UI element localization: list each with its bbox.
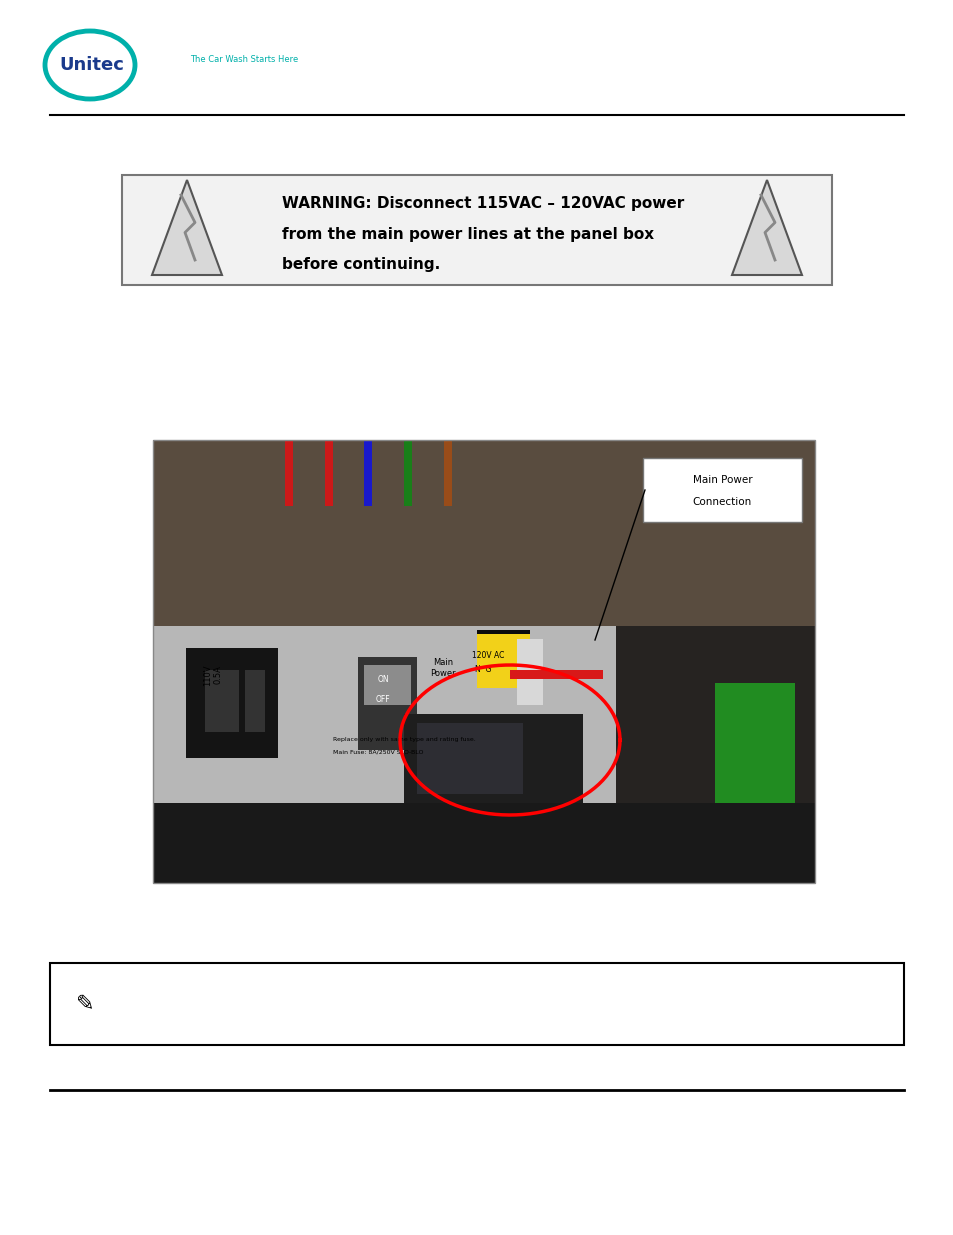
FancyBboxPatch shape	[642, 458, 801, 522]
Text: Main Power: Main Power	[692, 475, 752, 485]
Text: OFF: OFF	[375, 695, 390, 704]
Text: Connection: Connection	[692, 496, 751, 508]
Text: Main
Power: Main Power	[430, 658, 456, 678]
Text: ✎: ✎	[75, 994, 94, 1014]
Text: 110V
0.5A: 110V 0.5A	[203, 664, 222, 685]
Text: WARNING: Disconnect 115VAC – 120VAC power: WARNING: Disconnect 115VAC – 120VAC powe…	[282, 196, 683, 211]
Text: Main Fuse: 8A/250V SLO-BLO: Main Fuse: 8A/250V SLO-BLO	[333, 750, 423, 755]
Text: The Car Wash Starts Here: The Car Wash Starts Here	[190, 56, 298, 64]
Text: Replace only with same type and rating fuse.: Replace only with same type and rating f…	[333, 737, 476, 742]
Text: N  G: N G	[475, 666, 491, 674]
Text: before continuing.: before continuing.	[282, 257, 439, 272]
FancyBboxPatch shape	[122, 175, 831, 285]
Text: ON: ON	[376, 676, 389, 684]
Text: Unitec: Unitec	[59, 56, 124, 74]
Text: 120V AC: 120V AC	[472, 651, 503, 659]
FancyBboxPatch shape	[50, 963, 903, 1045]
Polygon shape	[152, 180, 222, 275]
Text: from the main power lines at the panel box: from the main power lines at the panel b…	[282, 227, 654, 242]
Polygon shape	[731, 180, 801, 275]
